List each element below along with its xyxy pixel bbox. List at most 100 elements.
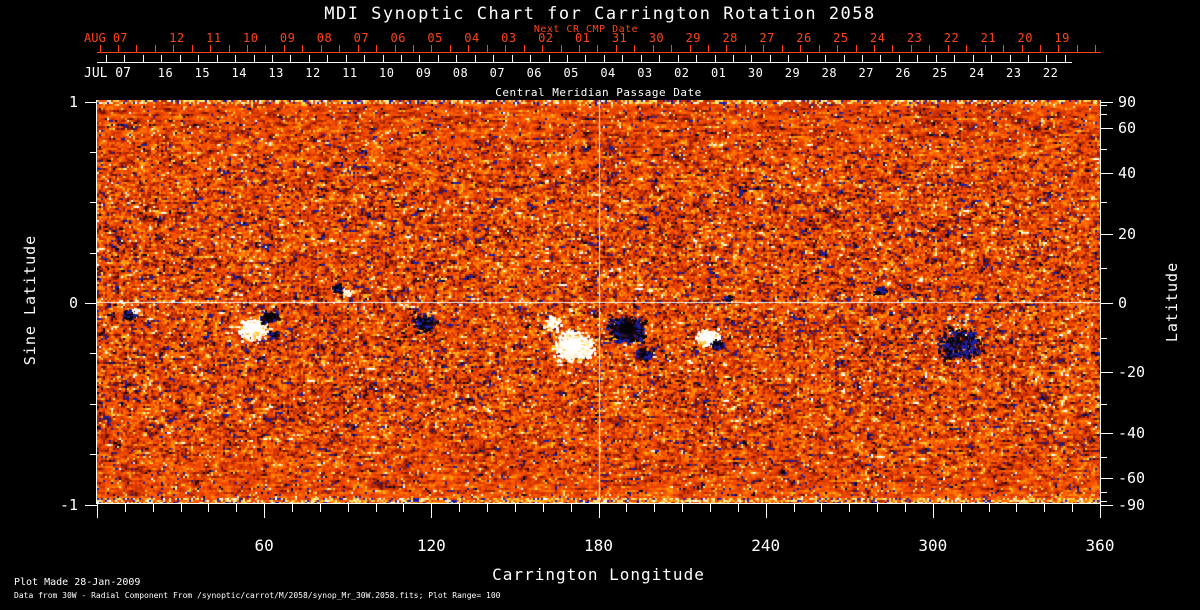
latitude-tick	[1100, 338, 1107, 339]
page-title: MDI Synoptic Chart for Carrington Rotati…	[324, 4, 876, 24]
next-cr-tick	[302, 45, 303, 52]
latitude-tick	[1100, 234, 1113, 235]
next-cr-cmp-date-label: Next CR CMP Date	[533, 24, 639, 35]
longitude-tick	[1072, 504, 1073, 512]
next-cr-tick	[671, 45, 672, 52]
longitude-tick	[431, 504, 432, 518]
next-cr-day-label: 22	[943, 31, 960, 45]
cmp-day-label: 08	[452, 66, 469, 80]
longitude-label: 360	[1085, 536, 1115, 555]
longitude-tick	[1044, 504, 1045, 512]
cmp-tick	[143, 55, 144, 62]
latitude-label: -40	[1118, 424, 1146, 442]
next-cr-tick	[892, 45, 893, 52]
latitude-tick	[1100, 102, 1113, 103]
sine-latitude-tick	[90, 353, 97, 354]
next-cr-month-label: AUG 07	[84, 31, 128, 45]
latitude-tick	[1100, 478, 1113, 479]
next-cr-tick	[874, 45, 875, 52]
longitude-label: 120	[416, 536, 446, 555]
cmp-tick	[788, 55, 789, 62]
next-cr-tick	[966, 45, 967, 52]
longitude-tick	[208, 504, 209, 512]
next-cr-day-label: 27	[759, 31, 775, 45]
longitude-tick	[459, 504, 460, 512]
cmp-day-label: 23	[1006, 66, 1022, 80]
latitude-label: 0	[1118, 294, 1128, 312]
next-cr-tick	[284, 45, 285, 52]
cmp-day-label: 11	[342, 66, 358, 80]
magnetogram-canvas	[97, 100, 1100, 503]
cmp-tick	[272, 55, 273, 62]
cmp-day-label: 05	[563, 66, 579, 80]
cmp-tick	[770, 55, 771, 62]
cmp-tick	[973, 55, 974, 62]
latitude-tick	[1100, 202, 1107, 203]
next-cr-day-label: 24	[869, 31, 886, 45]
next-cr-tick	[468, 45, 469, 52]
sine-latitude-tick	[85, 102, 97, 103]
longitude-tick	[320, 504, 321, 512]
longitude-tick	[738, 504, 739, 512]
latitude-tick	[1100, 149, 1107, 150]
cmp-tick	[567, 55, 568, 62]
next-cr-day-label: 06	[390, 31, 406, 45]
next-cr-tick	[173, 45, 174, 52]
latitude-label: -20	[1118, 363, 1146, 381]
longitude-tick	[403, 504, 404, 512]
next-cr-day-label: 05	[427, 31, 443, 45]
plot-bottom-axis-line	[96, 503, 1101, 504]
next-cr-tick	[431, 45, 432, 52]
latitude-tick	[1100, 492, 1107, 493]
longitude-tick	[905, 504, 906, 512]
next-cr-tick	[634, 45, 635, 52]
next-cr-day-label: 30	[648, 31, 665, 45]
next-cr-tick	[155, 45, 156, 52]
longitude-tick	[97, 504, 98, 518]
cmp-day-label: 28	[821, 66, 838, 80]
cmp-day-label: 16	[157, 66, 174, 80]
cmp-tick	[1046, 55, 1047, 62]
cmp-tick	[604, 55, 605, 62]
cmp-day-label: 03	[637, 66, 653, 80]
next-cr-tick	[505, 45, 506, 52]
sine-latitude-tick	[90, 253, 97, 254]
cmp-tick	[917, 55, 918, 62]
cmp-tick	[1010, 55, 1011, 62]
longitude-tick	[487, 504, 488, 512]
next-cr-tick	[726, 45, 727, 52]
cmp-tick	[659, 55, 660, 62]
longitude-tick	[766, 504, 767, 518]
plot-left-border	[96, 100, 97, 504]
longitude-tick	[599, 504, 600, 518]
cmp-tick	[235, 55, 236, 62]
next-cr-tick	[1022, 45, 1023, 52]
latitude-tick	[1100, 268, 1107, 269]
latitude-tick	[1100, 114, 1107, 115]
next-cr-tick	[413, 45, 414, 52]
sine-latitude-label: 1	[68, 93, 78, 111]
latitude-label: 40	[1118, 164, 1137, 182]
next-cr-tick	[1077, 45, 1078, 52]
longitude-tick	[877, 504, 878, 512]
next-cr-day-label: 23	[906, 31, 923, 45]
next-cr-day-label: 12	[169, 31, 185, 45]
cmp-tick	[401, 55, 402, 62]
next-cr-day-label: 03	[501, 31, 517, 45]
cmp-tick	[585, 55, 586, 62]
sine-latitude-tick	[90, 202, 97, 203]
longitude-tick	[376, 504, 377, 512]
longitude-tick	[1100, 504, 1101, 518]
cmp-tick	[715, 55, 716, 62]
cmp-tick	[991, 55, 992, 62]
next-cr-tick	[929, 45, 930, 52]
next-cr-tick	[339, 45, 340, 52]
cmp-tick	[954, 55, 955, 62]
latitude-tick	[1100, 105, 1107, 106]
cmp-day-label: 24	[969, 66, 985, 80]
next-cr-tick	[247, 45, 248, 52]
cmp-tick	[622, 55, 623, 62]
cmp-tick	[844, 55, 845, 62]
cmp-day-label: 01	[710, 66, 727, 80]
cmp-day-label: 10	[379, 66, 395, 80]
